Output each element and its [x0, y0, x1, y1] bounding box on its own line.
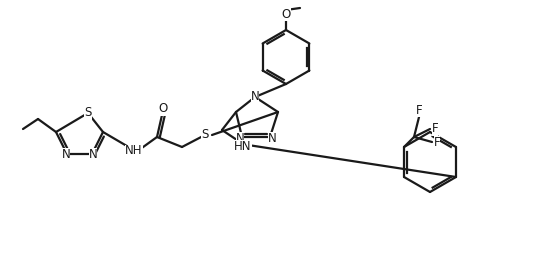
Text: NH: NH — [125, 144, 143, 158]
Text: HN: HN — [234, 139, 252, 152]
Text: N: N — [251, 89, 259, 103]
Text: N: N — [89, 147, 98, 160]
Text: F: F — [432, 123, 438, 135]
Text: F: F — [434, 135, 440, 148]
Text: N: N — [268, 132, 276, 144]
Text: O: O — [159, 103, 168, 116]
Text: N: N — [235, 132, 244, 144]
Text: O: O — [281, 7, 290, 21]
Text: F: F — [416, 104, 422, 116]
Text: N: N — [62, 147, 70, 160]
Text: S: S — [84, 107, 92, 120]
Text: S: S — [201, 128, 209, 142]
